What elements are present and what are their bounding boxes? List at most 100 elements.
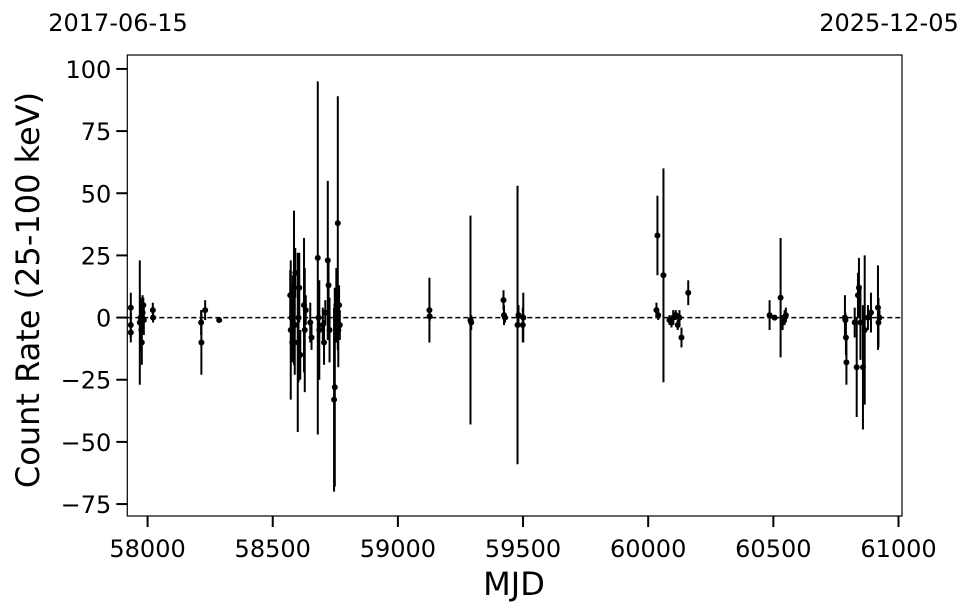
data-point <box>782 312 789 319</box>
x-tick-label: 58500 <box>235 535 311 563</box>
y-tick-label: 0 <box>96 305 111 333</box>
data-point <box>301 327 308 334</box>
y-axis: −75 −50 −25 0 25 50 75 100 <box>61 56 128 519</box>
y-tick-label: −75 <box>61 491 112 519</box>
data-point <box>302 307 309 314</box>
data-point <box>660 272 667 279</box>
x-axis: 58000 58500 59000 59500 60000 60500 61000 <box>109 516 937 563</box>
x-axis-label: MJD <box>483 565 545 603</box>
data-point <box>867 309 874 316</box>
data-point <box>294 339 301 346</box>
data-point <box>149 307 156 314</box>
x-tick-label: 58000 <box>109 535 185 563</box>
data-point <box>216 317 223 324</box>
data-point <box>322 309 329 316</box>
y-tick-label: −25 <box>61 367 112 395</box>
data-point <box>668 319 675 326</box>
data-point <box>335 327 342 334</box>
y-tick-label: 75 <box>81 118 112 146</box>
data-point <box>653 307 660 314</box>
data-point <box>674 322 681 329</box>
data-point <box>138 327 145 334</box>
data-point <box>127 304 134 311</box>
data-point <box>314 254 321 261</box>
data-point <box>685 289 692 296</box>
data-point <box>678 334 685 341</box>
x-tick-label: 60500 <box>735 535 811 563</box>
data-point <box>515 312 522 319</box>
data-point <box>198 319 205 326</box>
plot-frame <box>126 54 903 517</box>
data-point <box>287 292 294 299</box>
data-point <box>426 313 433 320</box>
data-point <box>202 307 209 314</box>
data-point <box>319 322 326 329</box>
data-point <box>140 317 147 324</box>
data-point <box>855 284 862 291</box>
data-point <box>842 317 849 324</box>
x-tick-label: 61000 <box>860 535 936 563</box>
data-point <box>291 284 298 291</box>
data-point <box>331 384 338 391</box>
data-point <box>291 322 298 329</box>
data-point <box>771 314 778 321</box>
data-point <box>519 322 526 329</box>
y-tick-label: 100 <box>65 56 111 84</box>
data-point <box>875 319 882 326</box>
data-point <box>331 396 338 403</box>
data-point <box>859 364 866 371</box>
data-point <box>654 232 661 239</box>
y-tick-label: −50 <box>61 429 112 457</box>
y-tick-label: 50 <box>81 180 112 208</box>
y-tick-label: 25 <box>81 242 112 270</box>
data-point <box>297 351 304 358</box>
data-point <box>843 359 850 366</box>
data-point <box>326 327 333 334</box>
data-point <box>336 302 343 309</box>
data-point <box>289 339 296 346</box>
y-axis-label: Count Rate (25-100 keV) <box>9 92 47 488</box>
data-point <box>127 329 134 336</box>
data-point <box>138 339 145 346</box>
data-point <box>851 319 858 326</box>
data-point <box>514 322 521 329</box>
data-point <box>777 294 784 301</box>
data-point <box>842 334 849 341</box>
data-point <box>316 327 323 334</box>
data-point <box>500 297 507 304</box>
data-point <box>139 309 146 316</box>
data-point <box>874 304 881 311</box>
data-point <box>315 314 322 321</box>
data-point <box>127 322 134 329</box>
data-point <box>854 292 861 299</box>
data-point <box>766 312 773 319</box>
data-point <box>198 339 205 346</box>
x-tick-label: 59000 <box>360 535 436 563</box>
data-point <box>308 334 315 341</box>
data-point <box>861 327 868 334</box>
x-tick-label: 59500 <box>485 535 561 563</box>
data-point <box>307 319 314 326</box>
data-point <box>468 319 475 326</box>
data-point <box>857 319 864 326</box>
data-point <box>334 220 341 227</box>
data-point <box>296 284 303 291</box>
top-date-right: 2025-12-05 <box>819 9 958 37</box>
data-point <box>779 319 786 326</box>
data-marks <box>127 81 883 492</box>
data-point <box>853 364 860 371</box>
data-point <box>655 312 662 319</box>
data-point <box>325 282 332 289</box>
data-point <box>289 302 296 309</box>
data-point <box>140 302 147 309</box>
top-date-left: 2017-06-15 <box>48 9 187 37</box>
data-point <box>301 302 308 309</box>
data-point <box>324 257 331 264</box>
x-tick-label: 60000 <box>610 535 686 563</box>
data-point <box>292 269 299 276</box>
data-point <box>287 327 294 334</box>
data-point <box>321 339 328 346</box>
data-point <box>426 307 433 314</box>
data-point <box>336 322 343 329</box>
